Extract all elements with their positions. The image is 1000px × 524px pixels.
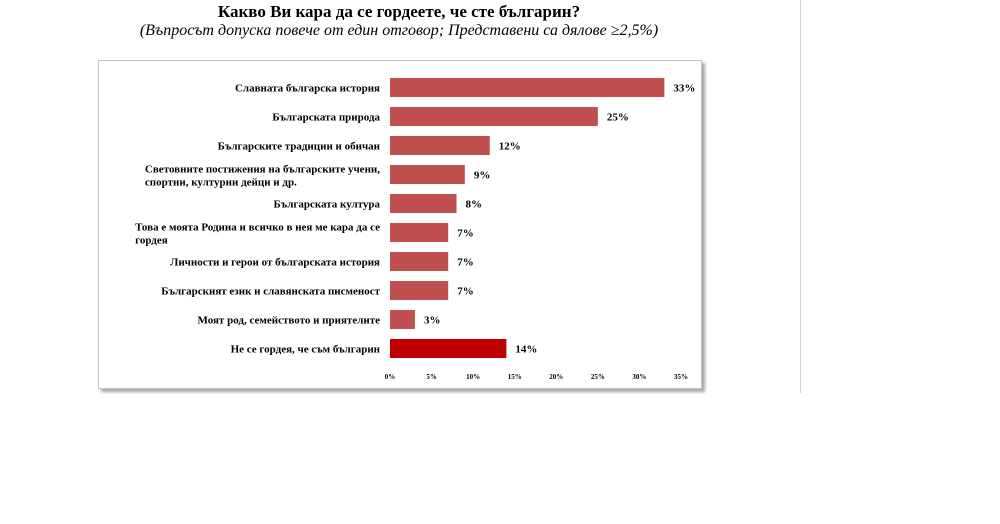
- bar: [390, 310, 415, 329]
- data-label: 7%: [457, 228, 474, 240]
- x-tick-label: 0%: [385, 373, 396, 381]
- bar: [390, 194, 457, 213]
- x-tick-label: 15%: [508, 373, 522, 381]
- bar: [390, 136, 490, 155]
- chart-title: Какво Ви кара да се гордеете, че сте бъл…: [217, 2, 581, 21]
- bar: [390, 252, 449, 271]
- bar: [390, 165, 465, 184]
- x-tick-label: 30%: [632, 373, 646, 381]
- category-label: Българските традиции и обичаи: [218, 141, 381, 153]
- data-label: 8%: [466, 199, 483, 211]
- category-label: Българската култура: [274, 199, 381, 211]
- bar: [390, 281, 449, 300]
- data-label: 9%: [474, 170, 491, 182]
- x-tick-label: 25%: [591, 373, 605, 381]
- x-tick-label: 20%: [549, 373, 563, 381]
- category-label: Личности и герои от българската история: [170, 257, 380, 269]
- chart-frame: 33% Славната българска история 25% Българск…: [98, 60, 702, 389]
- category-label-line: Това е моята Родина и всичко в нея ме ка…: [135, 222, 380, 234]
- data-label: 12%: [499, 141, 521, 153]
- x-tick-label: 10%: [466, 373, 480, 381]
- category-label: Световните постижения на българските уче…: [145, 164, 380, 189]
- category-label-line: Световните постижения на българските уче…: [145, 164, 380, 176]
- category-label-line: спортни, културни дейци и др.: [145, 177, 297, 189]
- category-label: Българската природа: [272, 112, 380, 124]
- chart-subtitle: (Въпросът допуска повече от един отговор…: [139, 22, 659, 39]
- bar: [390, 78, 665, 97]
- bar: [390, 339, 507, 358]
- data-label: 7%: [457, 286, 474, 298]
- data-label: 3%: [424, 315, 441, 327]
- bar: [390, 107, 598, 126]
- category-label: Българският език и славянската писменост: [161, 286, 380, 298]
- data-label: 14%: [515, 344, 537, 356]
- data-label: 33%: [673, 83, 695, 95]
- category-label: Славната българска история: [235, 83, 380, 95]
- data-label: 25%: [607, 112, 629, 124]
- x-tick-label: 35%: [674, 373, 688, 381]
- category-label: Не се гордея, че съм българин: [231, 344, 381, 356]
- category-label-line: гордея: [135, 235, 168, 247]
- page-divider: [800, 0, 801, 393]
- data-label: 7%: [457, 257, 474, 269]
- x-tick-label: 5%: [426, 373, 437, 381]
- bar-chart: 33% Славната българска история 25% Българск…: [135, 78, 695, 381]
- category-label: Това е моята Родина и всичко в нея ме ка…: [135, 222, 380, 247]
- bar: [390, 223, 449, 242]
- category-label: Моят род, семейството и приятелите: [197, 315, 380, 327]
